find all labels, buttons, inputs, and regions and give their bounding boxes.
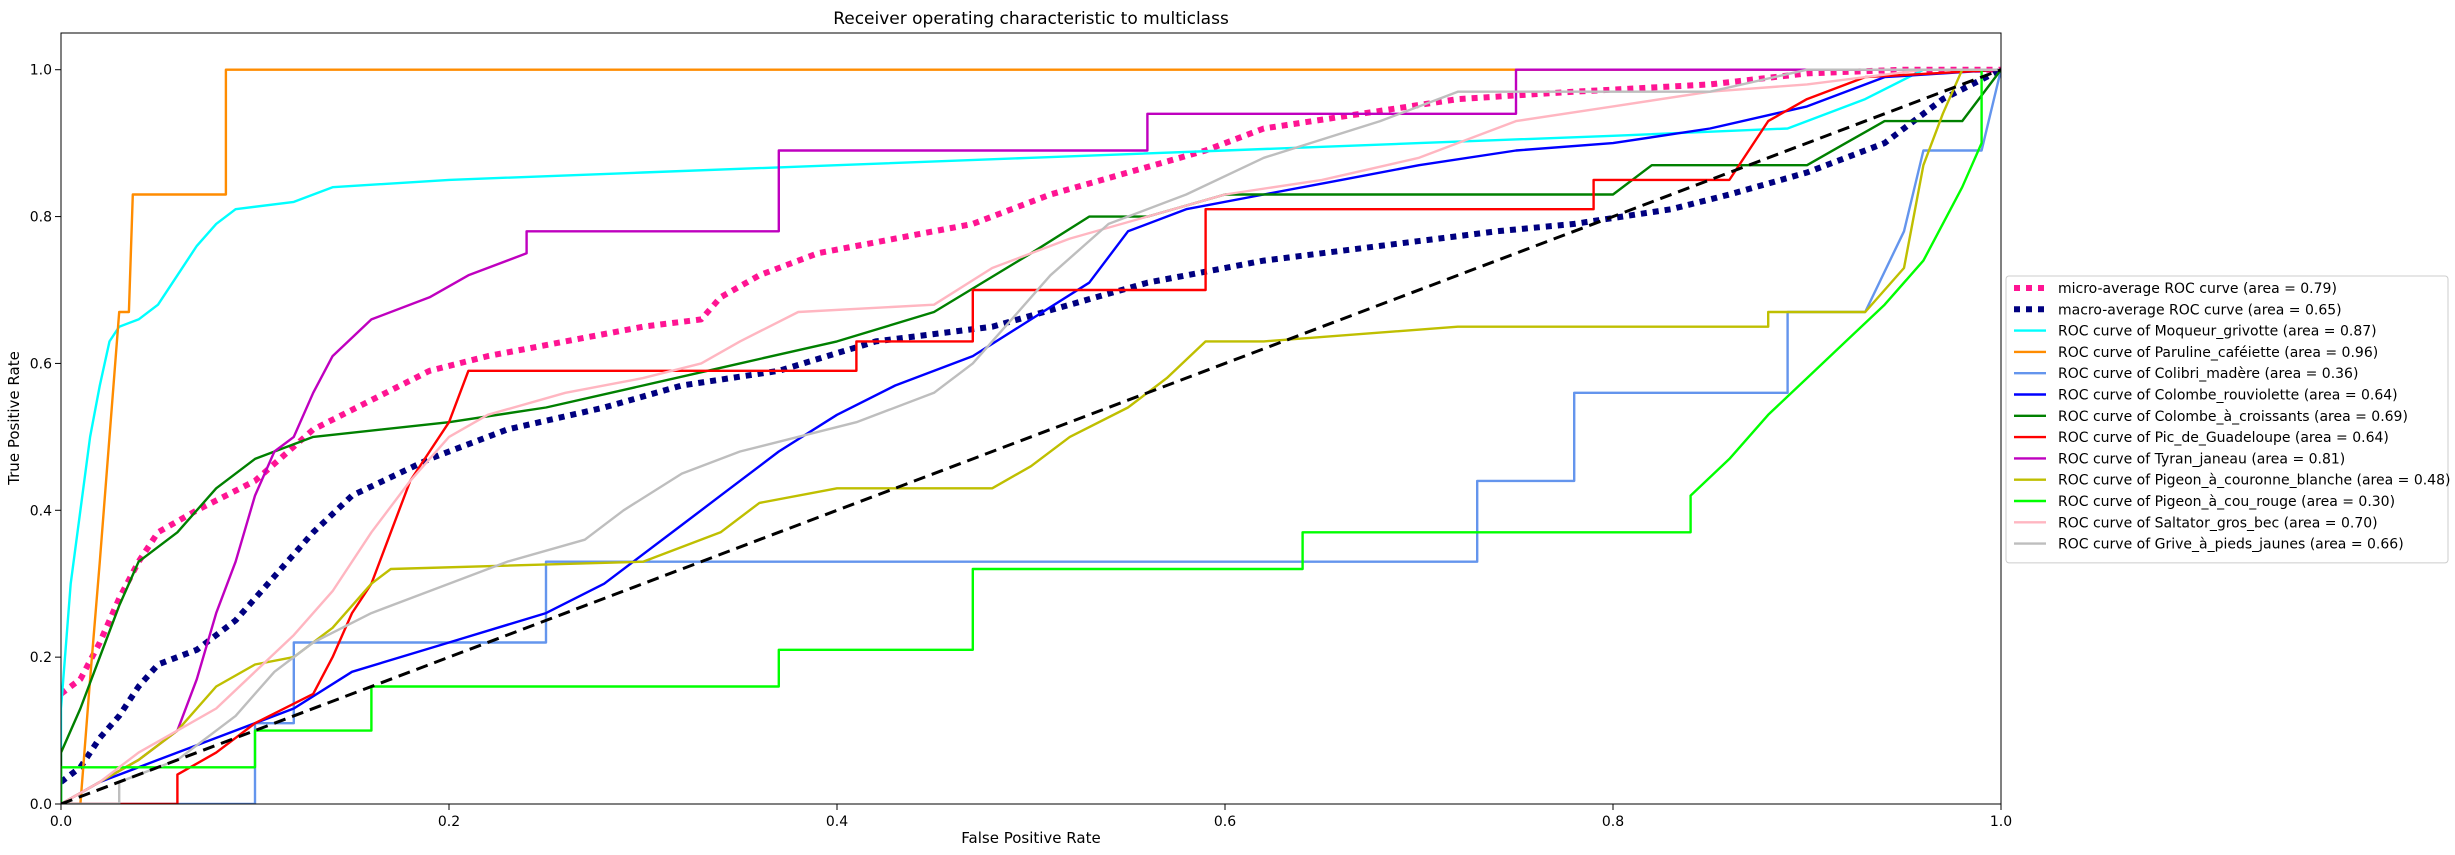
x-tick-label: 1.0 xyxy=(1990,814,2012,830)
legend-box xyxy=(2005,275,2449,564)
legend-label: ROC curve of Saltator_gros_bec (area = 0… xyxy=(2058,515,2378,531)
y-tick-label: 0.8 xyxy=(30,210,52,226)
y-tick-label: 0.0 xyxy=(30,797,52,813)
series-line-9 xyxy=(61,68,2001,804)
legend-label: micro-average ROC curve (area = 0.79) xyxy=(2058,281,2337,297)
series-line-11 xyxy=(61,68,2001,804)
y-tick-label: 0.6 xyxy=(30,356,52,372)
chart-title: Receiver operating characteristic to mul… xyxy=(833,9,1229,29)
x-tick-label: 0.6 xyxy=(1214,814,1236,830)
legend: micro-average ROC curve (area = 0.79) mac… xyxy=(2005,275,2450,564)
legend-label: ROC curve of Pigeon_à_cou_rouge (area = … xyxy=(2058,494,2395,510)
x-tick-label: 0.0 xyxy=(50,814,72,830)
series-line-8 xyxy=(61,68,2001,804)
series-line-7 xyxy=(61,68,2001,804)
legend-label: ROC curve of Colombe_rouviolette (area =… xyxy=(2058,388,2398,404)
x-tick-label: 0.8 xyxy=(1602,814,1624,830)
series-line-1 xyxy=(61,67,2001,785)
plot-frame xyxy=(60,32,2002,805)
legend-label: ROC curve of Paruline_caféiette (area = … xyxy=(2058,345,2378,361)
series-line-5 xyxy=(61,68,2001,804)
legend-label: ROC curve of Moqueur_grivotte (area = 0.… xyxy=(2058,324,2377,340)
series-line-10 xyxy=(61,68,2001,804)
series-line-2 xyxy=(61,68,2001,804)
y-tick-label: 0.2 xyxy=(30,650,52,666)
legend-label: ROC curve of Pigeon_à_couronne_blanche (… xyxy=(2058,473,2450,489)
y-tick-label: 1.0 xyxy=(30,63,52,79)
y-axis-label: True Positive Rate xyxy=(5,351,23,486)
x-axis-label: False Positive Rate xyxy=(961,829,1100,847)
x-tick-label: 0.4 xyxy=(826,814,848,830)
series-line-4 xyxy=(61,69,2001,804)
legend-label: macro-average ROC curve (area = 0.65) xyxy=(2058,302,2342,318)
y-tick-label: 0.4 xyxy=(30,503,52,519)
x-tick-label: 0.2 xyxy=(438,814,460,830)
legend-label: ROC curve of Tyran_janeau (area = 0.81) xyxy=(2058,451,2345,467)
series-layer xyxy=(61,66,2001,804)
legend-label: ROC curve of Grive_à_pieds_jaunes (area … xyxy=(2058,537,2404,553)
series-line-3 xyxy=(61,68,2001,804)
series-line-6 xyxy=(61,68,2001,804)
series-line-0 xyxy=(61,66,2001,697)
legend-label: ROC curve of Colibri_madère (area = 0.36… xyxy=(2058,366,2358,382)
x-axis: 0.0 0.2 0.4 0.6 0.8 1.0 xyxy=(50,804,2012,830)
series-line-12 xyxy=(61,68,2001,804)
legend-label: ROC curve of Colombe_à_croissants (area … xyxy=(2058,409,2408,425)
legend-label: ROC curve of Pic_de_Guadeloupe (area = 0… xyxy=(2058,430,2389,446)
y-axis: 0.0 0.2 0.4 0.6 0.8 1.0 xyxy=(30,63,61,813)
chance-diagonal-line xyxy=(61,68,2001,804)
